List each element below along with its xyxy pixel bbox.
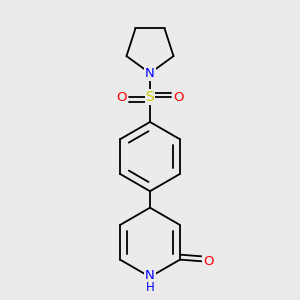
Text: S: S xyxy=(146,90,154,104)
Text: H: H xyxy=(146,281,154,294)
Text: N: N xyxy=(145,67,155,80)
Text: O: O xyxy=(116,91,127,104)
Text: O: O xyxy=(203,255,214,268)
Text: N: N xyxy=(145,269,155,282)
Text: O: O xyxy=(173,91,184,104)
